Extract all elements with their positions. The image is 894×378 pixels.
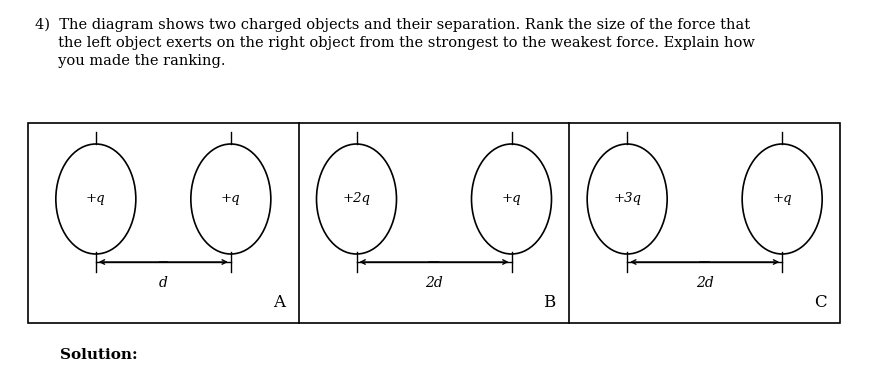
Text: A: A — [273, 294, 284, 311]
Text: +q: +q — [86, 192, 105, 206]
Text: B: B — [543, 294, 555, 311]
Text: the left object exerts on the right object from the strongest to the weakest for: the left object exerts on the right obje… — [35, 36, 754, 50]
Text: Solution:: Solution: — [60, 348, 138, 362]
Ellipse shape — [586, 144, 666, 254]
Text: +2q: +2q — [342, 192, 370, 206]
Ellipse shape — [190, 144, 271, 254]
Text: +q: +q — [772, 192, 791, 206]
Text: you made the ranking.: you made the ranking. — [35, 54, 225, 68]
Text: C: C — [813, 294, 825, 311]
Ellipse shape — [471, 144, 551, 254]
Text: 2d: 2d — [695, 276, 713, 290]
Text: +q: +q — [221, 192, 240, 206]
Text: 2d: 2d — [425, 276, 443, 290]
Text: +3q: +3q — [612, 192, 640, 206]
Text: +q: +q — [502, 192, 520, 206]
Ellipse shape — [741, 144, 822, 254]
Bar — [28, 123, 839, 323]
Text: d: d — [159, 276, 167, 290]
Text: 4)  The diagram shows two charged objects and their separation. Rank the size of: 4) The diagram shows two charged objects… — [35, 18, 749, 33]
Ellipse shape — [55, 144, 136, 254]
Ellipse shape — [316, 144, 396, 254]
